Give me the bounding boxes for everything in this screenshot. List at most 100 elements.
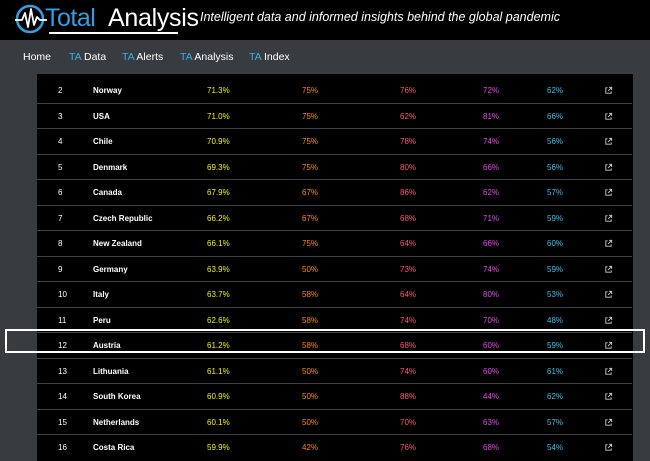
nav-item-ta-index[interactable]: TA Index [249,51,290,63]
ta-index-cell: 59% [547,264,564,274]
external-link-icon[interactable] [604,418,613,427]
external-link-icon[interactable] [604,137,613,146]
ta-alerts-cell: 78% [400,137,417,146]
table-row: 16 Costa Rica 59.9% 42% 76% 68% 54% [37,435,632,461]
external-link-icon[interactable] [604,214,613,223]
ta-data-cell: 58% [302,290,319,299]
ta-index-cell: 56% [547,137,564,146]
ta-index-cell: 62% [547,86,564,95]
external-link-icon[interactable] [604,86,613,95]
score-cell: 63.7% [207,290,230,299]
ta-data-cell: 75% [302,86,319,95]
table-row: 10 Italy 63.7% 58% 64% 80% 53% [37,282,632,308]
score-cell: 63.9% [207,264,230,274]
external-link-icon[interactable] [604,290,613,299]
table-row-highlighted: 12 Austria 61.2% 58% 68% 60% 59% [37,333,632,359]
ta-data-cell: 75% [302,137,319,146]
ta-data-cell: 58% [302,341,319,350]
country-cell: Lithuania [93,366,129,376]
ta-data-cell: 75% [302,239,319,248]
external-link-icon[interactable] [604,265,613,274]
ta-analysis-cell: 66% [483,162,500,172]
score-cell: 67.9% [207,188,230,197]
rank-cell: 12 [58,341,67,350]
table-row: 8 New Zealand 66.1% 75% 64% 66% 60% [37,231,632,257]
rank-cell: 2 [58,86,63,95]
table-row: 6 Canada 67.9% 67% 86% 62% 57% [37,180,632,206]
ta-analysis-cell: 71% [483,213,500,223]
ta-alerts-cell: 68% [400,213,417,223]
ta-analysis-cell: 74% [483,137,500,146]
ta-alerts-cell: 76% [400,443,417,452]
score-cell: 66.1% [207,239,230,248]
table-row: 3 USA 71.0% 75% 62% 81% 66% [37,104,632,129]
rank-cell: 8 [58,239,63,248]
score-cell: 71.3% [207,86,230,95]
ta-index-cell: 62% [547,392,564,401]
score-cell: 60.1% [207,417,230,427]
country-cell: South Korea [93,392,141,401]
nav-ta-prefix: TA [122,51,135,63]
rank-cell: 14 [58,392,67,401]
nav-item-ta-data[interactable]: TA Data [69,51,106,63]
ta-data-cell: 75% [302,162,319,172]
ta-alerts-cell: 74% [400,315,417,325]
external-link-icon[interactable] [604,443,613,452]
waveform-logo-icon[interactable] [14,4,48,34]
external-link-icon[interactable] [604,239,613,248]
score-cell: 66.2% [207,213,230,223]
score-cell: 59.9% [207,443,230,452]
ta-analysis-cell: 80% [483,290,500,299]
ta-analysis-cell: 62% [483,188,500,197]
table-row: 9 Germany 63.9% 50% 73% 74% 59% [37,257,632,282]
score-cell: 60.9% [207,392,230,401]
site-header: Total Analysis Intelligent data and info… [0,0,650,40]
rank-cell: 5 [58,162,63,172]
nav-item-ta-analysis[interactable]: TA Analysis [180,51,234,63]
ta-index-cell: 61% [547,366,564,376]
external-link-icon[interactable] [604,367,613,376]
ta-analysis-cell: 63% [483,417,500,427]
external-link-icon[interactable] [604,163,613,172]
ta-index-cell: 60% [547,239,564,248]
score-cell: 62.6% [207,315,230,325]
ta-alerts-cell: 88% [400,392,417,401]
rank-cell: 16 [58,443,67,452]
ta-alerts-cell: 80% [400,162,417,172]
logo-underline [49,32,178,34]
external-link-icon[interactable] [604,188,613,197]
country-cell: Chile [93,137,113,146]
country-cell: Canada [93,188,122,197]
external-link-icon[interactable] [604,392,613,401]
country-cell: Czech Republic [93,213,153,223]
ta-index-cell: 53% [547,290,564,299]
ta-alerts-cell: 70% [400,417,417,427]
country-cell: Italy [93,290,110,299]
nav-item-home[interactable]: Home [23,51,52,63]
ta-index-cell: 59% [547,213,564,223]
ta-analysis-cell: 74% [483,264,500,274]
country-cell: USA [93,111,110,121]
ta-index-cell: 48% [547,315,564,325]
country-cell: Austria [93,341,121,350]
external-link-icon[interactable] [604,316,613,325]
external-link-icon[interactable] [604,112,613,121]
nav-item-ta-alerts[interactable]: TA Alerts [122,51,163,63]
ta-analysis-cell: 66% [483,239,500,248]
rank-cell: 10 [58,290,67,299]
ta-alerts-cell: 86% [400,188,417,197]
ta-index-cell: 59% [547,341,564,350]
logo-text-analysis[interactable]: Analysis [108,4,199,32]
main-nav: Home TA Data TA Alerts TA Analysis TA In… [0,40,650,74]
score-cell: 61.2% [207,341,230,350]
logo-text-total[interactable]: Total [45,4,96,32]
rank-cell: 11 [58,315,67,325]
external-link-icon[interactable] [604,341,613,350]
nav-label: Index [263,51,290,63]
ta-alerts-cell: 73% [400,264,417,274]
ta-analysis-cell: 60% [483,366,500,376]
nav-label: Data [83,51,107,63]
ta-data-cell: 67% [302,188,319,197]
country-cell: New Zealand [93,239,142,248]
table-row: 7 Czech Republic 66.2% 67% 68% 71% 59% [37,206,632,231]
